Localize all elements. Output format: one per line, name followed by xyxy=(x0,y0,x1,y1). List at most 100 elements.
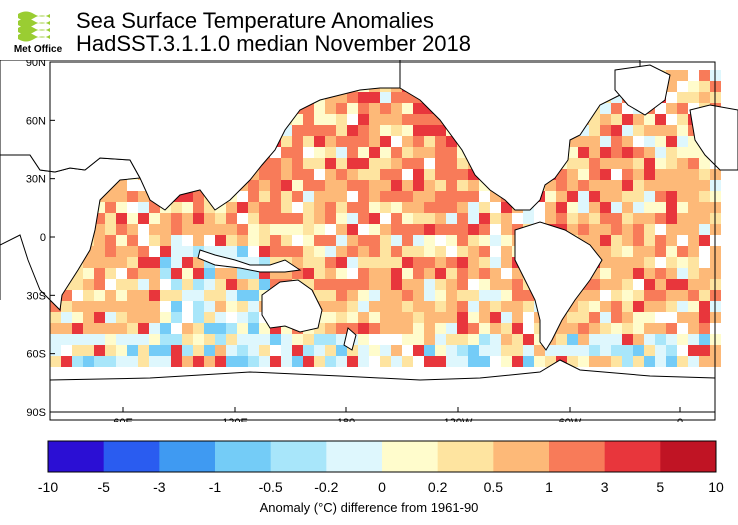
anomaly-cell xyxy=(699,334,710,345)
anomaly-cell xyxy=(446,202,457,213)
anomaly-cell xyxy=(446,334,457,345)
anomaly-cell xyxy=(248,301,259,312)
anomaly-cell xyxy=(699,180,710,191)
anomaly-cell xyxy=(303,169,314,180)
anomaly-cell xyxy=(699,224,710,235)
anomaly-cell xyxy=(314,334,325,345)
anomaly-cell xyxy=(380,279,391,290)
anomaly-cell xyxy=(336,180,347,191)
anomaly-cell xyxy=(490,191,501,202)
anomaly-cell xyxy=(226,235,237,246)
anomaly-cell xyxy=(303,345,314,356)
anomaly-cell xyxy=(138,213,149,224)
anomaly-cell xyxy=(446,345,457,356)
anomaly-cell xyxy=(655,334,666,345)
anomaly-cell xyxy=(402,125,413,136)
anomaly-cell xyxy=(424,356,435,367)
anomaly-cell xyxy=(611,125,622,136)
anomaly-cell xyxy=(589,279,600,290)
anomaly-cell xyxy=(633,158,644,169)
anomaly-cell xyxy=(424,125,435,136)
anomaly-cell xyxy=(237,279,248,290)
anomaly-cell xyxy=(325,180,336,191)
anomaly-cell xyxy=(380,257,391,268)
anomaly-cell xyxy=(270,268,281,279)
anomaly-cell xyxy=(237,202,248,213)
anomaly-cell xyxy=(325,103,336,114)
anomaly-cell xyxy=(611,136,622,147)
anomaly-cell xyxy=(479,246,490,257)
anomaly-cell xyxy=(424,147,435,158)
anomaly-cell xyxy=(666,334,677,345)
anomaly-cell xyxy=(303,224,314,235)
latitude-label: 90S xyxy=(26,407,46,419)
anomaly-cell xyxy=(292,147,303,158)
anomaly-cell xyxy=(567,147,578,158)
anomaly-cell xyxy=(391,246,402,257)
anomaly-cell xyxy=(611,257,622,268)
anomaly-cell xyxy=(347,169,358,180)
anomaly-cell xyxy=(391,279,402,290)
anomaly-cell xyxy=(644,301,655,312)
anomaly-cell xyxy=(50,301,61,312)
anomaly-cell xyxy=(501,312,512,323)
anomaly-cell xyxy=(644,257,655,268)
anomaly-cell xyxy=(688,224,699,235)
anomaly-cell xyxy=(446,136,457,147)
anomaly-cell xyxy=(380,114,391,125)
anomaly-cell xyxy=(193,257,204,268)
anomaly-cell xyxy=(127,290,138,301)
anomaly-cell xyxy=(83,257,94,268)
anomaly-cell xyxy=(413,268,424,279)
longitude-labels: 60E 120E 180 120W 60W 0 xyxy=(113,407,683,422)
anomaly-cell xyxy=(325,235,336,246)
anomaly-cell xyxy=(512,301,523,312)
legend-caption: Anomaly (°C) difference from 1961-90 xyxy=(259,500,479,515)
anomaly-cell xyxy=(435,312,446,323)
anomaly-cell xyxy=(413,279,424,290)
anomaly-cell xyxy=(446,224,457,235)
anomaly-cell xyxy=(270,224,281,235)
anomaly-cell xyxy=(138,279,149,290)
anomaly-cell xyxy=(116,356,127,367)
latitude-label: 30N xyxy=(26,174,46,186)
anomaly-cell xyxy=(369,103,380,114)
anomaly-cell xyxy=(369,235,380,246)
anomaly-cell xyxy=(512,268,523,279)
anomaly-cell xyxy=(347,103,358,114)
anomaly-cell xyxy=(292,180,303,191)
anomaly-cell xyxy=(369,279,380,290)
anomaly-cell xyxy=(314,125,325,136)
anomaly-cell xyxy=(446,268,457,279)
anomaly-cell xyxy=(600,301,611,312)
anomaly-cell xyxy=(347,301,358,312)
anomaly-cell xyxy=(699,356,710,367)
anomaly-cell xyxy=(237,246,248,257)
anomaly-cell xyxy=(622,169,633,180)
anomaly-cell xyxy=(468,268,479,279)
logo-text: Met Office xyxy=(13,44,63,55)
anomaly-cell xyxy=(303,235,314,246)
anomaly-cell xyxy=(446,147,457,158)
anomaly-cell xyxy=(149,290,160,301)
anomaly-cell xyxy=(347,136,358,147)
anomaly-cell xyxy=(699,169,710,180)
anomaly-cell xyxy=(490,213,501,224)
anomaly-cell xyxy=(292,169,303,180)
anomaly-cell xyxy=(666,191,677,202)
anomaly-cell xyxy=(556,213,567,224)
anomaly-cell xyxy=(193,235,204,246)
anomaly-cell xyxy=(347,92,358,103)
anomaly-cell xyxy=(468,312,479,323)
anomaly-cell xyxy=(611,290,622,301)
anomaly-cell xyxy=(391,268,402,279)
anomaly-cell xyxy=(424,312,435,323)
anomaly-cell xyxy=(138,268,149,279)
anomaly-cell xyxy=(688,301,699,312)
anomaly-cell xyxy=(182,345,193,356)
anomaly-cell xyxy=(413,301,424,312)
anomaly-cell xyxy=(457,257,468,268)
anomaly-cell xyxy=(193,268,204,279)
anomaly-cell xyxy=(512,312,523,323)
anomaly-cell xyxy=(314,257,325,268)
